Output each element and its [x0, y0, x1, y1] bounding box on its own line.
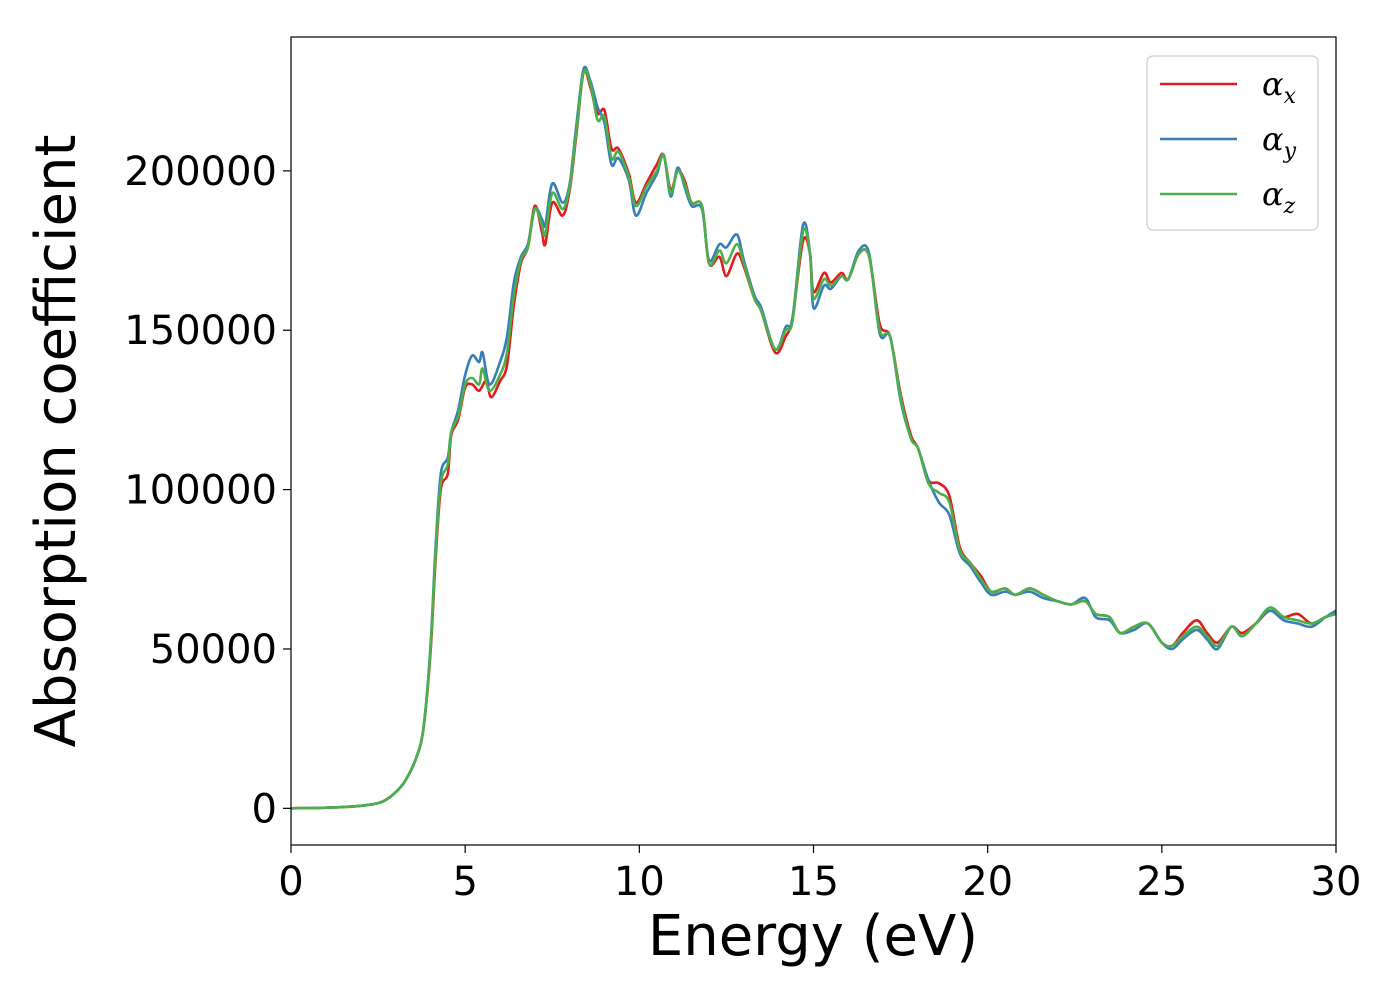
series-line-z [290, 68, 1337, 810]
x-tick-label: 5 [452, 859, 477, 905]
y-axis: 0 50000 100000 150000 200000 [124, 149, 291, 832]
x-axis-label: Energy (eV) [648, 904, 978, 969]
legend-label-x: αx [1262, 65, 1297, 109]
legend-label-z: αz [1262, 175, 1296, 219]
x-tick-label: 25 [1136, 859, 1187, 905]
x-tick-label: 10 [614, 859, 665, 905]
x-tick-label: 20 [962, 859, 1013, 905]
x-tick-label: 30 [1311, 859, 1362, 905]
legend-frame [1146, 55, 1319, 231]
y-tick-label: 100000 [124, 468, 277, 514]
legend-label-y: αy [1262, 120, 1297, 164]
x-axis: 0 5 10 15 20 25 30 [278, 845, 1361, 905]
legend: αx αy αz [1146, 55, 1319, 231]
y-axis-label: Absorption coefficient [24, 135, 89, 748]
y-tick-label: 150000 [124, 308, 277, 354]
y-tick-label: 0 [252, 786, 277, 832]
x-tick-label: 15 [788, 859, 839, 905]
y-tick-label: 50000 [150, 627, 277, 673]
series-layer [290, 65, 1337, 810]
x-tick-label: 0 [278, 859, 303, 905]
y-tick-label: 200000 [124, 149, 277, 195]
